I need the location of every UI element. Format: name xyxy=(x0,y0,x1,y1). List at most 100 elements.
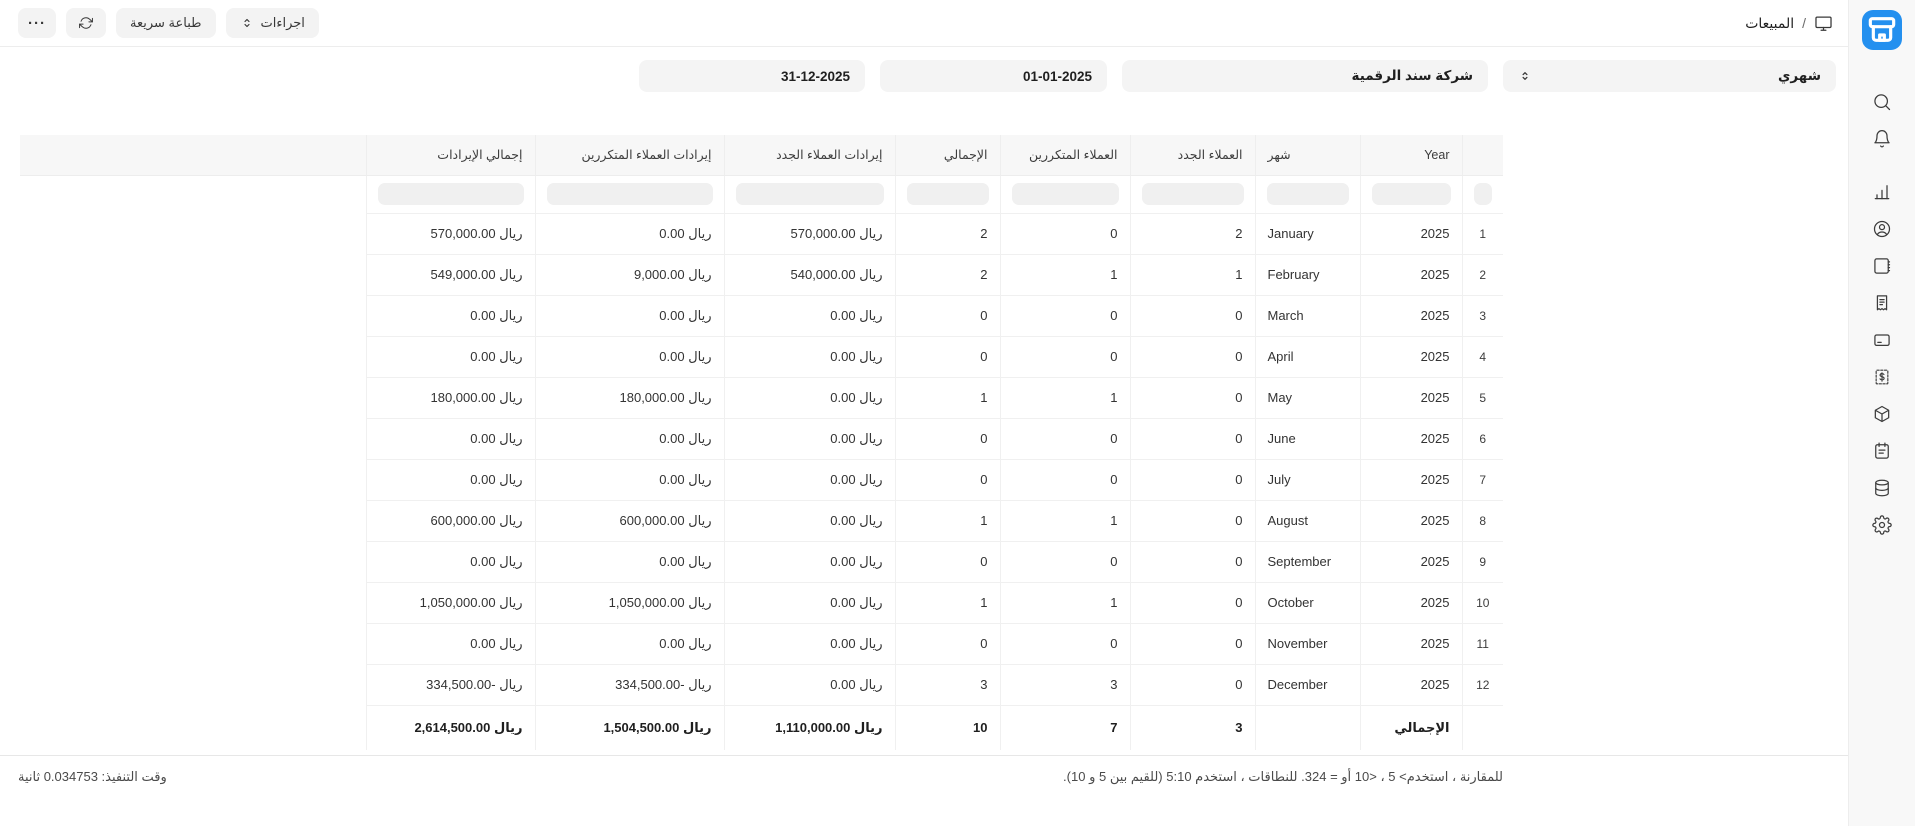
total-revenue-cell[interactable]: 0.00 ريال xyxy=(365,336,535,378)
company-filter-input[interactable]: شركة سند الرقمية xyxy=(1122,60,1488,92)
new-customers-cell[interactable]: 2 xyxy=(1129,213,1255,255)
total-cell[interactable]: 0 xyxy=(894,418,1000,460)
new-customers-cell[interactable]: 0 xyxy=(1129,541,1255,583)
total-cell[interactable]: 0 xyxy=(894,295,1000,337)
search-icon[interactable] xyxy=(1872,92,1892,112)
settings-gear-icon[interactable] xyxy=(1872,515,1892,535)
new-customer-revenue-cell[interactable]: 0.00 ريال xyxy=(723,336,895,378)
repeat-customers-cell[interactable]: 3 xyxy=(999,664,1130,706)
month-cell[interactable]: December xyxy=(1254,664,1360,706)
month-cell[interactable]: July xyxy=(1254,459,1360,501)
new-customer-revenue-cell[interactable]: 0.00 ريال xyxy=(723,459,895,501)
new-customer-revenue-cell[interactable]: 540,000.00 ريال xyxy=(723,254,895,296)
new-customers-cell[interactable]: 1 xyxy=(1129,254,1255,296)
row-index-cell[interactable]: 2 xyxy=(1461,254,1503,296)
total-cell[interactable]: 0 xyxy=(894,541,1000,583)
customer-icon[interactable] xyxy=(1872,219,1892,239)
row-index-cell[interactable]: 4 xyxy=(1461,336,1503,378)
refresh-button[interactable] xyxy=(66,8,106,38)
header-repeat-customer-revenue[interactable]: إيرادات العملاء المتكررين xyxy=(534,135,724,176)
row-index-cell[interactable]: 9 xyxy=(1461,541,1503,583)
total-revenue-cell[interactable]: 0.00 ريال xyxy=(365,418,535,460)
total-cell[interactable]: 3 xyxy=(894,664,1000,706)
to-date-input[interactable]: 31-12-2025 xyxy=(639,60,865,92)
row-index-cell[interactable]: 5 xyxy=(1461,377,1503,419)
repeat-customer-revenue-cell[interactable]: 334,500.00- ريال xyxy=(534,664,724,706)
column-filter-new-customers[interactable] xyxy=(1141,183,1244,205)
row-index-cell[interactable]: 10 xyxy=(1461,582,1503,624)
year-cell[interactable]: 2025 xyxy=(1359,377,1462,419)
repeat-customers-cell[interactable]: 0 xyxy=(999,459,1130,501)
month-cell[interactable]: May xyxy=(1254,377,1360,419)
actions-button[interactable]: اجراءات xyxy=(225,8,319,38)
total-revenue-cell[interactable]: 0.00 ريال xyxy=(365,541,535,583)
column-filter-index[interactable] xyxy=(1473,183,1492,205)
total-cell[interactable]: 1 xyxy=(894,582,1000,624)
sales-invoice-icon[interactable] xyxy=(1872,367,1892,387)
total-revenue-cell[interactable]: 0.00 ريال xyxy=(365,459,535,501)
header-repeat-customers[interactable]: العملاء المتكررين xyxy=(999,135,1130,176)
repeat-customers-cell[interactable]: 0 xyxy=(999,418,1130,460)
total-revenue-cell[interactable]: 549,000.00 ريال xyxy=(365,254,535,296)
ledger-book-icon[interactable] xyxy=(1872,256,1892,276)
total-revenue-cell[interactable]: 334,500.00- ريال xyxy=(365,664,535,706)
repeat-customer-revenue-cell[interactable]: 0.00 ريال xyxy=(534,336,724,378)
month-cell[interactable]: February xyxy=(1254,254,1360,296)
new-customer-revenue-cell[interactable]: 0.00 ريال xyxy=(723,377,895,419)
payment-card-icon[interactable] xyxy=(1872,330,1892,350)
column-filter-repeat-customers[interactable] xyxy=(1011,183,1119,205)
new-customers-cell[interactable]: 0 xyxy=(1129,377,1255,419)
total-revenue-cell[interactable]: 1,050,000.00 ريال xyxy=(365,582,535,624)
database-icon[interactable] xyxy=(1872,478,1892,498)
new-customer-revenue-cell[interactable]: 570,000.00 ريال xyxy=(723,213,895,255)
new-customers-cell[interactable]: 0 xyxy=(1129,459,1255,501)
repeat-customer-revenue-cell[interactable]: 600,000.00 ريال xyxy=(534,500,724,542)
new-customers-cell[interactable]: 0 xyxy=(1129,582,1255,624)
total-revenue-cell[interactable]: 180,000.00 ريال xyxy=(365,377,535,419)
new-customers-cell[interactable]: 0 xyxy=(1129,664,1255,706)
total-cell[interactable]: 0 xyxy=(894,459,1000,501)
column-filter-total-revenue[interactable] xyxy=(377,183,524,205)
column-filter-total[interactable] xyxy=(906,183,989,205)
month-cell[interactable]: April xyxy=(1254,336,1360,378)
month-cell[interactable]: August xyxy=(1254,500,1360,542)
bar-chart-icon[interactable] xyxy=(1872,182,1892,202)
new-customers-cell[interactable]: 0 xyxy=(1129,623,1255,665)
app-logo[interactable] xyxy=(1862,10,1902,50)
row-index-cell[interactable]: 1 xyxy=(1461,213,1503,255)
new-customer-revenue-cell[interactable]: 0.00 ريال xyxy=(723,623,895,665)
repeat-customer-revenue-cell[interactable]: 0.00 ريال xyxy=(534,459,724,501)
year-cell[interactable]: 2025 xyxy=(1359,582,1462,624)
new-customers-cell[interactable]: 0 xyxy=(1129,418,1255,460)
repeat-customer-revenue-cell[interactable]: 0.00 ريال xyxy=(534,213,724,255)
total-cell[interactable]: 2 xyxy=(894,254,1000,296)
year-cell[interactable]: 2025 xyxy=(1359,295,1462,337)
repeat-customer-revenue-cell[interactable]: 0.00 ريال xyxy=(534,623,724,665)
row-index-cell[interactable]: 8 xyxy=(1461,500,1503,542)
new-customer-revenue-cell[interactable]: 0.00 ريال xyxy=(723,418,895,460)
repeat-customer-revenue-cell[interactable]: 0.00 ريال xyxy=(534,418,724,460)
repeat-customers-cell[interactable]: 1 xyxy=(999,377,1130,419)
repeat-customer-revenue-cell[interactable]: 0.00 ريال xyxy=(534,295,724,337)
year-cell[interactable]: 2025 xyxy=(1359,623,1462,665)
total-revenue-cell[interactable]: 600,000.00 ريال xyxy=(365,500,535,542)
new-customers-cell[interactable]: 0 xyxy=(1129,336,1255,378)
total-cell[interactable]: 1 xyxy=(894,377,1000,419)
total-revenue-cell[interactable]: 0.00 ريال xyxy=(365,623,535,665)
frequency-select[interactable]: شهري xyxy=(1503,60,1836,92)
month-cell[interactable]: November xyxy=(1254,623,1360,665)
from-date-input[interactable]: 01-01-2025 xyxy=(880,60,1107,92)
new-customer-revenue-cell[interactable]: 0.00 ريال xyxy=(723,541,895,583)
header-year[interactable]: Year xyxy=(1359,135,1462,176)
new-customer-revenue-cell[interactable]: 0.00 ريال xyxy=(723,664,895,706)
repeat-customers-cell[interactable]: 1 xyxy=(999,254,1130,296)
repeat-customers-cell[interactable]: 0 xyxy=(999,541,1130,583)
month-cell[interactable]: September xyxy=(1254,541,1360,583)
total-revenue-cell[interactable]: 570,000.00 ريال xyxy=(365,213,535,255)
column-filter-year[interactable] xyxy=(1371,183,1451,205)
receipt-icon[interactable] xyxy=(1872,293,1892,313)
total-cell[interactable]: 0 xyxy=(894,336,1000,378)
month-cell[interactable]: October xyxy=(1254,582,1360,624)
year-cell[interactable]: 2025 xyxy=(1359,418,1462,460)
item-package-icon[interactable] xyxy=(1872,404,1892,424)
